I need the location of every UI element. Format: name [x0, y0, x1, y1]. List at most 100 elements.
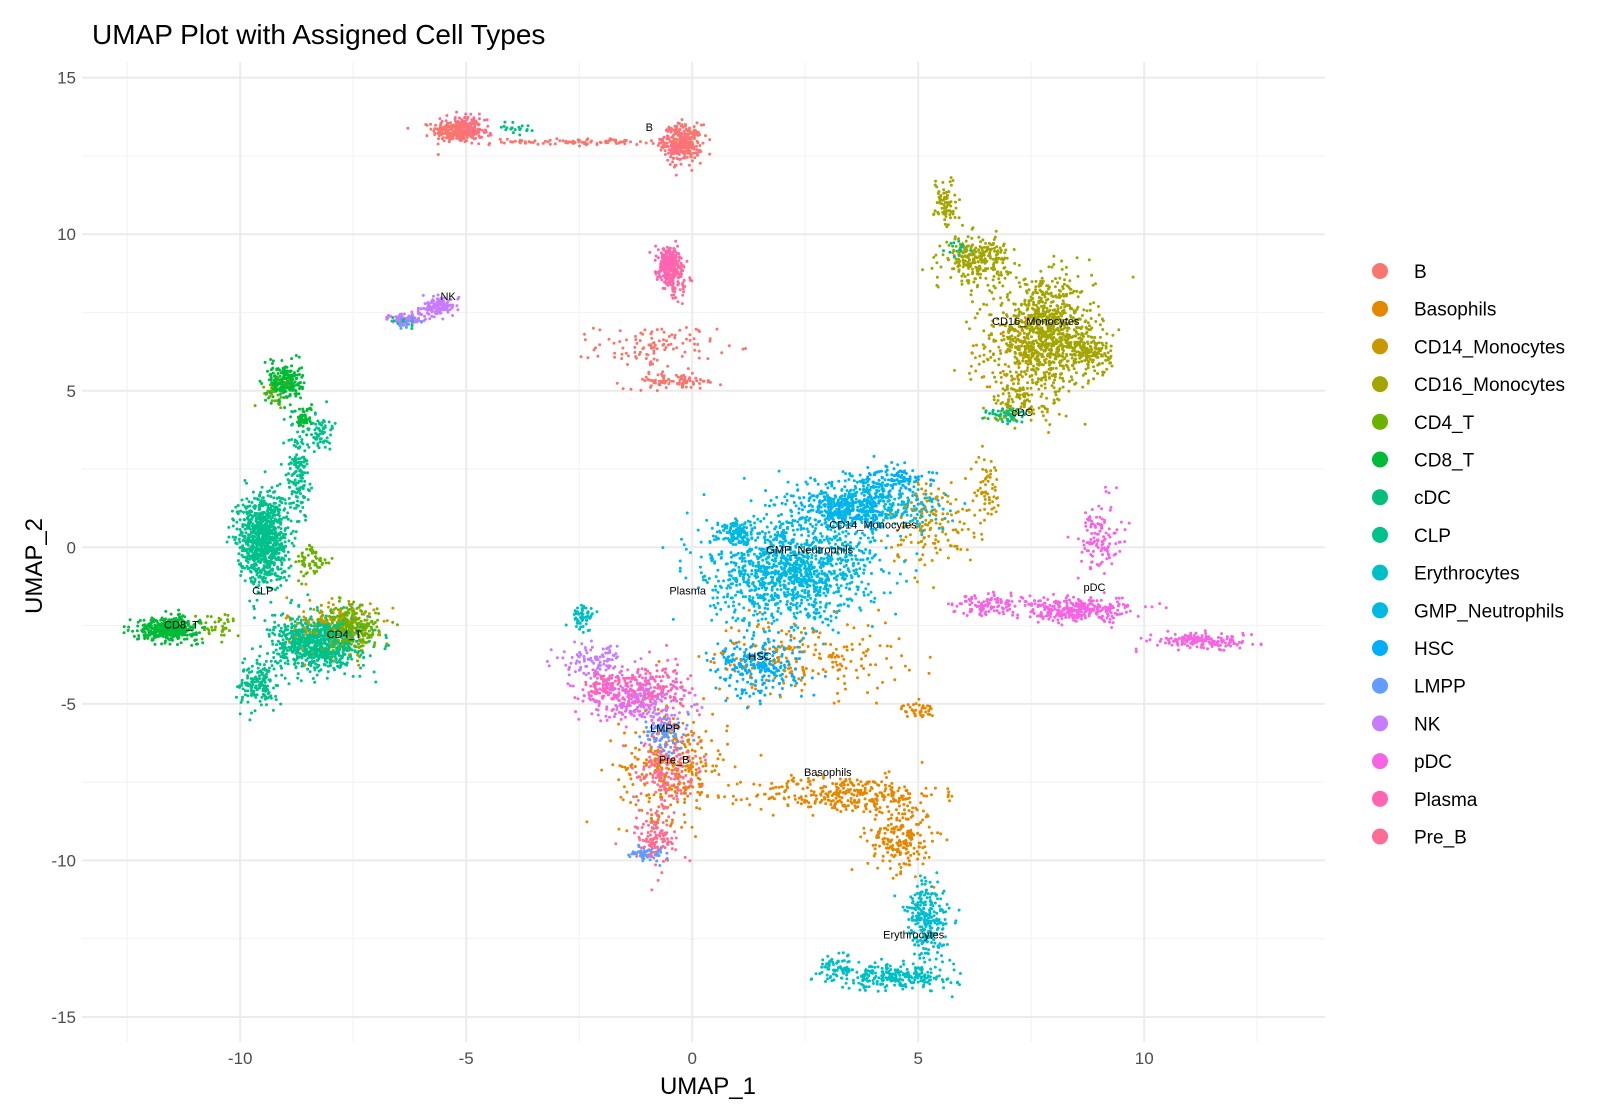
data-point: [920, 792, 924, 796]
data-point: [768, 692, 772, 696]
data-point: [374, 611, 378, 615]
data-point: [1104, 341, 1108, 345]
data-point: [811, 813, 815, 817]
data-point: [666, 689, 670, 693]
data-point: [776, 656, 779, 660]
data-point: [272, 686, 275, 690]
data-point: [711, 657, 715, 661]
data-point: [701, 764, 705, 768]
data-point: [775, 792, 779, 796]
data-point: [682, 278, 686, 282]
data-point: [839, 584, 843, 588]
data-point: [842, 971, 846, 975]
data-point: [673, 692, 677, 696]
data-point: [1064, 272, 1068, 276]
data-point: [684, 547, 688, 551]
data-point: [656, 683, 660, 686]
data-point: [309, 630, 313, 634]
data-point: [1007, 398, 1010, 401]
data-point: [632, 714, 636, 718]
data-point: [1136, 614, 1140, 618]
data-point: [302, 574, 306, 578]
data-point: [997, 273, 1001, 277]
data-point: [779, 640, 783, 644]
data-point: [596, 713, 600, 717]
data-point: [852, 547, 855, 551]
data-point: [750, 637, 754, 641]
data-point: [1025, 386, 1029, 390]
data-point: [814, 594, 818, 598]
data-point: [994, 510, 998, 514]
data-point: [256, 666, 260, 670]
data-point: [243, 579, 247, 583]
data-point: [1043, 301, 1047, 305]
data-point: [866, 582, 870, 586]
data-point: [272, 628, 275, 632]
data-point: [277, 503, 281, 507]
data-point: [1092, 301, 1096, 305]
data-point: [336, 660, 339, 664]
data-point: [733, 647, 736, 651]
data-point: [715, 596, 719, 600]
data-point: [841, 571, 845, 575]
data-point: [1127, 521, 1131, 525]
data-point: [634, 803, 638, 807]
data-point: [913, 952, 916, 956]
data-point: [748, 803, 752, 807]
data-point: [513, 128, 517, 132]
data-point: [1114, 596, 1118, 600]
data-point: [923, 706, 927, 710]
data-point: [786, 587, 790, 591]
data-point: [279, 395, 283, 399]
data-point: [1084, 521, 1088, 525]
data-point: [929, 892, 933, 896]
data-point: [251, 490, 255, 494]
data-point: [732, 600, 736, 604]
data-point: [867, 673, 871, 677]
data-point: [896, 463, 900, 467]
data-point: [754, 538, 758, 542]
data-point: [875, 980, 879, 984]
data-point: [1052, 592, 1055, 596]
data-point: [800, 589, 804, 593]
data-point: [842, 786, 845, 790]
data-point: [948, 799, 951, 803]
data-point: [284, 652, 288, 656]
data-point: [605, 664, 609, 668]
data-point: [842, 657, 846, 661]
data-point: [310, 403, 314, 407]
data-point: [176, 643, 179, 646]
data-point: [638, 692, 642, 696]
data-point: [883, 478, 887, 482]
data-point: [834, 562, 838, 566]
data-point: [787, 795, 791, 799]
data-point: [685, 337, 688, 341]
data-point: [900, 654, 904, 658]
data-point: [1010, 343, 1014, 347]
data-point: [325, 400, 329, 404]
data-point: [1060, 267, 1064, 271]
data-point: [206, 614, 209, 618]
data-point: [1070, 356, 1074, 360]
data-point: [798, 640, 802, 643]
data-point: [834, 647, 838, 651]
data-point: [843, 479, 847, 483]
data-point: [243, 693, 247, 697]
data-point: [713, 652, 717, 656]
data-point: [978, 354, 982, 358]
data-point: [1134, 650, 1138, 654]
data-point: [672, 293, 676, 297]
data-point: [876, 965, 880, 969]
data-point: [862, 484, 865, 488]
data-point: [856, 562, 860, 565]
data-point: [735, 645, 739, 649]
data-point: [668, 163, 672, 166]
data-point: [916, 980, 920, 984]
data-point: [246, 676, 250, 680]
data-point: [1116, 608, 1120, 612]
data-point: [688, 379, 692, 383]
data-point: [1124, 610, 1128, 614]
data-point: [717, 773, 721, 776]
data-point: [980, 375, 984, 379]
data-point: [785, 603, 789, 606]
